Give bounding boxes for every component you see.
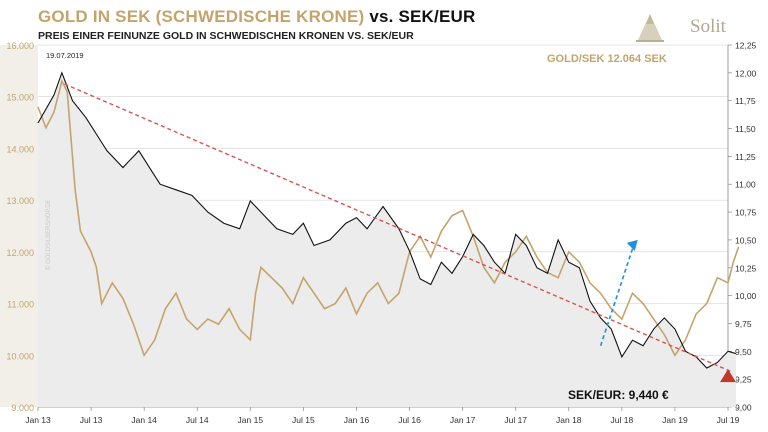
right-axis-tick-label: 10,75 (735, 208, 757, 218)
right-axis-tick-label: 9,50 (735, 347, 752, 357)
chart-subtitle: PREIS EINER FEINUNZE GOLD IN SCHWEDISCHE… (38, 30, 414, 42)
right-axis-tick-label: 9,00 (735, 403, 752, 413)
right-axis-tick-label: 10,00 (735, 291, 757, 301)
sek-eur-value-label: SEK/EUR: 9,440 € (568, 388, 669, 402)
trend-line-up (599, 244, 635, 346)
right-axis-tick-label: 11,50 (735, 124, 756, 134)
trend-up-arrowhead (626, 239, 638, 251)
right-axis-tick-label: 9,75 (735, 319, 752, 329)
left-axis-tick-label: 9.000 (11, 403, 34, 413)
date-label: 19.07.2019 (46, 51, 84, 60)
solit-logo-icon (636, 14, 664, 42)
x-axis-tick-label: Jan 13 (25, 415, 51, 425)
left-axis-tick-label: 12.000 (6, 248, 34, 258)
left-axis-tick-label: 15.000 (6, 93, 34, 103)
right-axis-tick-label: 12,00 (735, 68, 757, 78)
right-axis-tick-label: 11,00 (735, 180, 756, 190)
left-axis-tick-label: 16.000 (6, 41, 34, 51)
sek-eur-area (38, 72, 736, 407)
left-axis-tick-label: 13.000 (6, 196, 34, 206)
right-axis-tick-label: 10,25 (735, 263, 757, 273)
x-axis-tick-label: Jul 18 (611, 415, 634, 425)
x-axis-tick-label: Jul 14 (186, 415, 209, 425)
x-axis-tick-label: Jul 16 (398, 415, 421, 425)
brand-name: Solit (690, 16, 726, 37)
x-axis-tick-label: Jul 13 (80, 415, 103, 425)
title-dark-part: vs. SEK/EUR (369, 7, 476, 26)
sek-eur-line (37, 71, 737, 369)
red-marker-triangle (720, 369, 736, 383)
chart-title: GOLD IN SEK (SCHWEDISCHE KRONE) vs. SEK/… (38, 7, 475, 27)
x-axis-tick-label: Jan 14 (131, 415, 157, 425)
gold-sek-line (37, 78, 740, 358)
x-axis-tick-label: Jan 19 (662, 415, 688, 425)
x-axis-tick-label: Jul 15 (292, 415, 315, 425)
x-axis-tick-label: Jan 17 (450, 415, 476, 425)
gold-price-label: GOLD/SEK 12.064 SEK (547, 53, 667, 65)
title-gold-part: GOLD IN SEK (SCHWEDISCHE KRONE) (38, 7, 365, 26)
x-axis-tick-label: Jul 17 (504, 415, 527, 425)
left-axis-band (0, 45, 38, 407)
right-axis-tick-label: 10,50 (735, 235, 757, 245)
right-axis-tick-label: 11,75 (735, 96, 756, 106)
left-axis-tick-label: 11.000 (7, 300, 34, 310)
watermark-text: © GOLDSILBERSHOP.DE (45, 199, 52, 270)
x-axis-tick-label: Jan 18 (556, 415, 582, 425)
left-axis-tick-label: 14.000 (6, 144, 34, 154)
right-axis-tick-label: 12,25 (735, 41, 757, 51)
right-axis-tick-label: 11,25 (735, 152, 756, 162)
left-axis-tick-label: 10.000 (6, 351, 34, 361)
trend-line-down (64, 83, 731, 372)
x-axis-tick-label: Jan 16 (344, 415, 370, 425)
right-axis-tick-label: 9,25 (735, 375, 752, 385)
x-axis-tick-label: Jan 15 (238, 415, 264, 425)
x-axis-tick-label: Jul 19 (717, 415, 740, 425)
